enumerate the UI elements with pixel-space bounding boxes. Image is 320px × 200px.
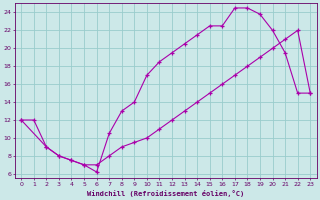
- X-axis label: Windchill (Refroidissement éolien,°C): Windchill (Refroidissement éolien,°C): [87, 190, 244, 197]
